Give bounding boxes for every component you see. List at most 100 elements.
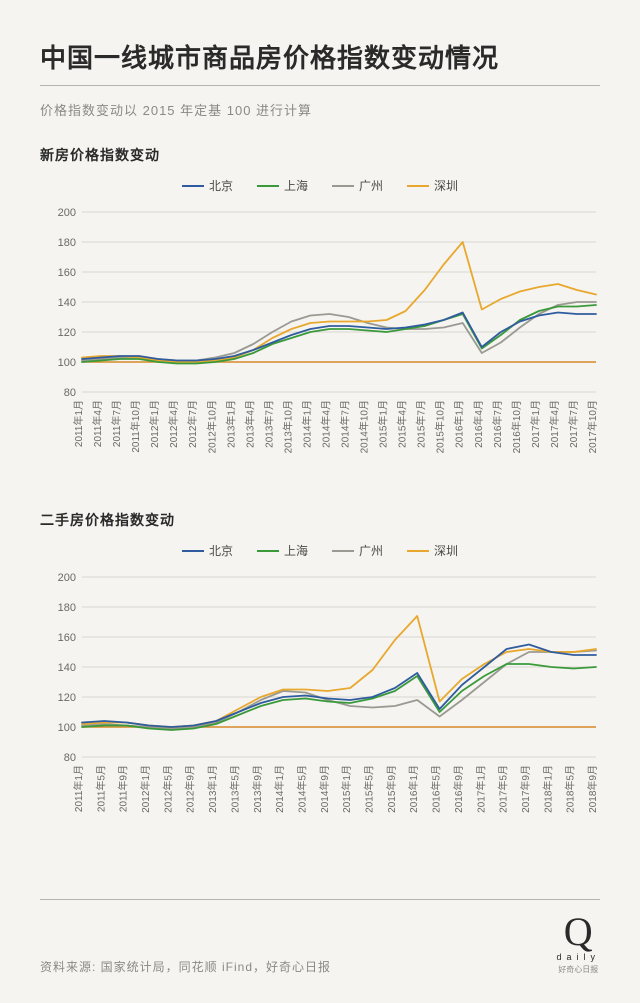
svg-text:80: 80 [64,387,76,399]
svg-text:2014年9月: 2014年9月 [318,765,331,813]
chart1-legend: 北京 上海 广州 深圳 [40,177,600,194]
svg-text:2013年9月: 2013年9月 [251,765,264,813]
chart-new-housing: 新房价格指数变动 北京 上海 广州 深圳 80 100 120 140 160 180 200 20… [40,145,600,482]
legend-swatch [182,550,204,552]
legend-label: 广州 [359,542,383,559]
svg-text:2016年1月: 2016年1月 [453,400,466,448]
page-title: 中国一线城市商品房价格指数变动情况 [40,38,600,75]
svg-text:100: 100 [58,357,76,369]
publisher-logo: Q daily 好奇心日报 [556,914,600,975]
svg-text:2017年10月: 2017年10月 [586,400,599,453]
svg-text:2016年1月: 2016年1月 [407,765,420,813]
svg-text:2012年9月: 2012年9月 [184,765,197,813]
svg-text:2018年1月: 2018年1月 [541,765,554,813]
svg-text:2014年10月: 2014年10月 [358,400,371,453]
svg-text:2012年7月: 2012年7月 [186,400,199,448]
svg-text:2014年4月: 2014年4月 [319,400,332,448]
legend-item: 上海 [257,177,308,194]
svg-text:2014年7月: 2014年7月 [339,400,352,448]
svg-text:2018年5月: 2018年5月 [564,765,577,813]
svg-text:140: 140 [58,297,76,309]
logo-mark: Q [556,914,600,950]
chart2-svg: 801001201401601802002011年1月2011年5月2011年9… [40,567,600,847]
legend-label: 上海 [284,542,308,559]
svg-text:2017年7月: 2017年7月 [567,400,580,448]
svg-text:200: 200 [58,572,76,584]
svg-text:2014年1月: 2014年1月 [300,400,313,448]
legend-item: 广州 [332,177,383,194]
legend-label: 上海 [284,177,308,194]
svg-text:2014年1月: 2014年1月 [273,765,286,813]
page-subtitle: 价格指数变动以 2015 年定基 100 进行计算 [40,100,600,119]
svg-text:2011年7月: 2011年7月 [110,400,123,447]
svg-text:2011年5月: 2011年5月 [94,765,107,812]
legend-swatch [332,185,354,187]
chart2-legend: 北京 上海 广州 深圳 [40,542,600,559]
svg-text:2011年1月: 2011年1月 [72,765,85,812]
svg-text:2012年1月: 2012年1月 [148,400,161,448]
chart1-canvas: 80 100 120 140 160 180 200 2011年1月 2011年4月 2011年7… [40,202,600,482]
chart-used-housing: 二手房价格指数变动 北京上海广州深圳 801001201401601802002… [40,510,600,847]
svg-text:2012年1月: 2012年1月 [139,765,152,813]
svg-text:2015年5月: 2015年5月 [363,765,376,813]
svg-text:120: 120 [58,327,76,339]
legend-swatch [407,185,429,187]
svg-text:2016年9月: 2016年9月 [452,765,465,813]
legend-item: 广州 [332,542,383,559]
legend-item: 深圳 [407,542,458,559]
legend-swatch [257,550,279,552]
legend-label: 深圳 [434,542,458,559]
svg-text:2015年1月: 2015年1月 [340,765,353,813]
legend-swatch [332,550,354,552]
series-guangzhou [82,302,596,361]
svg-text:2017年1月: 2017年1月 [474,765,487,813]
svg-text:200: 200 [58,207,76,219]
legend-item: 北京 [182,542,233,559]
footer: 资料来源: 国家统计局，同花顺 iFind，好奇心日报 Q daily 好奇心日… [40,899,600,975]
chart1-title: 新房价格指数变动 [40,145,600,165]
legend-label: 深圳 [434,177,458,194]
svg-text:2016年10月: 2016年10月 [510,400,523,453]
svg-text:140: 140 [58,662,76,674]
svg-text:80: 80 [64,752,76,764]
svg-text:2017年9月: 2017年9月 [519,765,532,813]
series-shenzhen [82,616,596,727]
legend-swatch [407,550,429,552]
chart2-title: 二手房价格指数变动 [40,510,600,530]
svg-text:2016年7月: 2016年7月 [491,400,504,448]
svg-text:2015年10月: 2015年10月 [434,400,447,453]
legend-item: 北京 [182,177,233,194]
svg-text:2012年10月: 2012年10月 [205,400,218,453]
svg-text:180: 180 [58,602,76,614]
source-text: 资料来源: 国家统计局，同花顺 iFind，好奇心日报 [40,958,331,975]
svg-text:2018年9月: 2018年9月 [586,765,599,813]
svg-text:2011年4月: 2011年4月 [91,400,104,447]
svg-text:2013年4月: 2013年4月 [243,400,256,448]
svg-text:2015年1月: 2015年1月 [377,400,390,448]
svg-text:180: 180 [58,237,76,249]
legend-item: 深圳 [407,177,458,194]
svg-text:2017年5月: 2017年5月 [497,765,510,813]
legend-item: 上海 [257,542,308,559]
svg-text:100: 100 [58,722,76,734]
svg-text:2016年5月: 2016年5月 [430,765,443,813]
legend-swatch [257,185,279,187]
svg-text:2012年5月: 2012年5月 [161,765,174,813]
logo-word: daily [556,952,600,962]
svg-text:2013年10月: 2013年10月 [281,400,294,453]
legend-swatch [182,185,204,187]
svg-text:2017年1月: 2017年1月 [529,400,542,448]
svg-text:2011年9月: 2011年9月 [117,765,130,812]
svg-text:120: 120 [58,692,76,704]
svg-text:2013年1月: 2013年1月 [224,400,237,448]
svg-text:2011年1月: 2011年1月 [72,400,85,447]
svg-text:2015年9月: 2015年9月 [385,765,398,813]
footer-rule [40,899,600,900]
svg-text:160: 160 [58,267,76,279]
chart1-svg: 80 100 120 140 160 180 200 2011年1月 2011年4月 2011年7… [40,202,600,482]
svg-text:2014年5月: 2014年5月 [295,765,308,813]
series-shanghai [82,305,596,364]
legend-label: 北京 [209,177,233,194]
svg-text:2012年4月: 2012年4月 [167,400,180,448]
title-rule [40,85,600,86]
